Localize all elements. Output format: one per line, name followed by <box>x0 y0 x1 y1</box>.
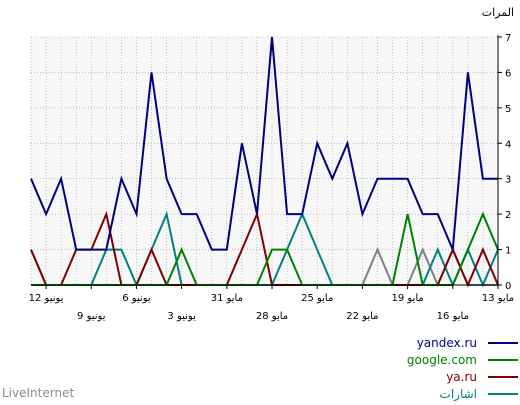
x-tick-label: 31 مايو <box>211 293 243 304</box>
x-tick-label: 16 مايو <box>437 311 469 322</box>
x-tick-label: 22 مايو <box>346 311 378 322</box>
x-tick-label: 9 يونيو <box>77 311 106 322</box>
legend-label: google.com <box>407 353 477 367</box>
y-axis-label: المرات <box>482 6 514 19</box>
y-tick-label: 4 <box>505 139 511 150</box>
axes <box>31 35 499 286</box>
x-tick-label: 12 يونيو <box>29 293 64 304</box>
y-tick-label: 2 <box>505 210 511 221</box>
x-tick-label: 13 مايو <box>482 293 514 304</box>
y-tick-label: 5 <box>505 104 511 115</box>
plot-area <box>31 37 498 285</box>
grid <box>30 36 499 285</box>
series-line <box>30 36 498 251</box>
y-tick-label: 7 <box>505 33 511 44</box>
x-tick-label: 25 مايو <box>301 293 333 304</box>
legend-label: yandex.ru <box>417 336 477 350</box>
ticks: 0 1 2 3 4 5 6 7 13 مايو 19 مايو 25 مايو 31 مايو 6 يو… <box>29 33 514 322</box>
legend-label: ya.ru <box>446 370 477 384</box>
y-tick-label: 6 <box>505 68 511 79</box>
y-tick-label: 0 <box>505 281 511 292</box>
y-tick-label: 1 <box>505 246 511 257</box>
x-tick-label: 6 يونيو <box>122 293 151 304</box>
legend-label: اشارات <box>440 387 477 402</box>
x-tick-label: 3 يونيو <box>167 311 196 322</box>
plot-background <box>31 37 498 285</box>
x-tick-label: 28 مايو <box>256 311 288 322</box>
y-tick-label: 3 <box>505 175 511 186</box>
footer-brand: LiveInternet <box>2 386 75 400</box>
x-tick-label: 19 مايو <box>391 293 423 304</box>
